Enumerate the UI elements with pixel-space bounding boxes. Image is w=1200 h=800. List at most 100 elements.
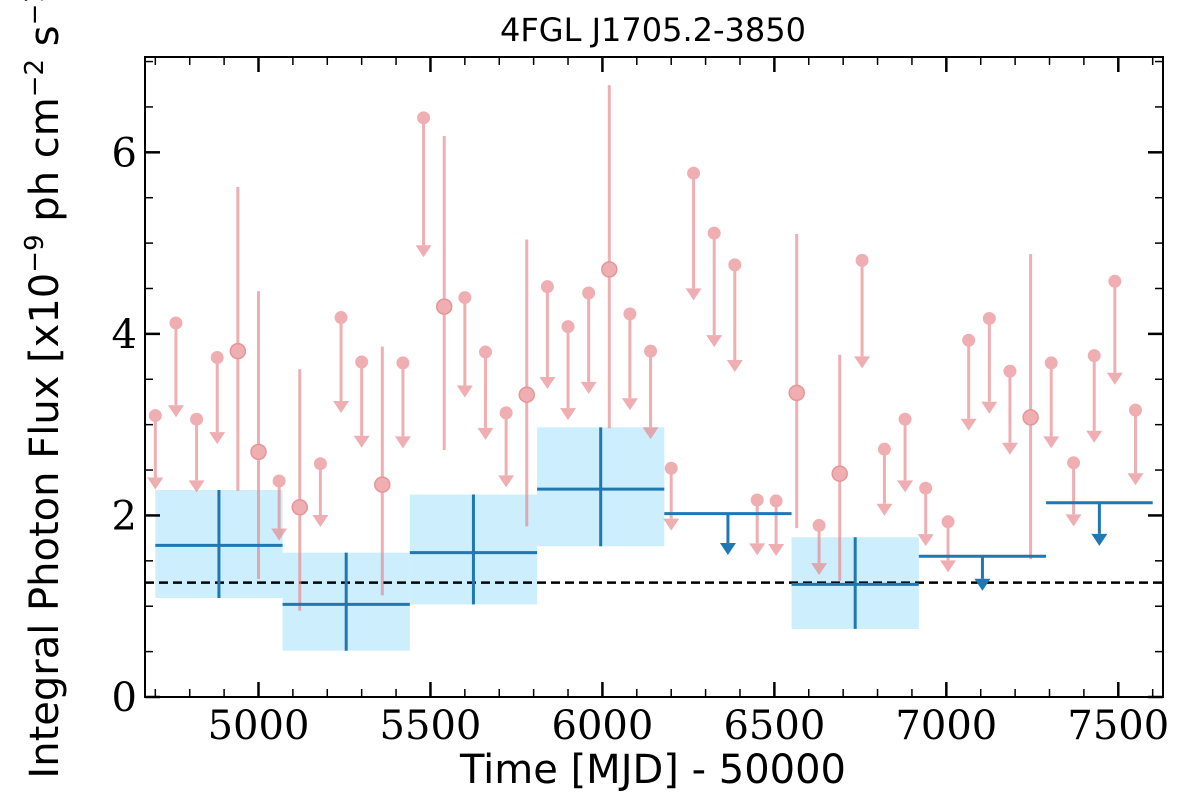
fine-bin-ul-arrow-23	[621, 398, 638, 411]
fine-bin-marker-37	[919, 481, 933, 495]
fine-bin-point-21	[580, 286, 597, 394]
fine-bin-ul-arrow-37	[917, 534, 934, 547]
fine-bin-ul-arrow-10	[353, 435, 370, 448]
fine-bin-ul-arrow-3	[209, 432, 226, 445]
y-axis-title: Integral Photon Flux [x10−9 ph cm−2 s−1]	[20, 0, 68, 779]
fine-bin-marker-29	[750, 493, 764, 507]
fine-bin-point-26	[685, 166, 702, 301]
fine-bin-marker-36	[898, 412, 912, 426]
coarse-bin-3	[537, 427, 665, 547]
fine-bin-marker-32	[812, 518, 826, 532]
fine-bin-marker-26	[687, 166, 701, 180]
coarse-bin-7	[1046, 501, 1153, 546]
fine-bin-point-28	[726, 258, 743, 372]
coarse-bin-bands	[155, 427, 919, 651]
fine-bin-ul-arrow-35	[876, 503, 893, 516]
fine-bin-marker-43	[1044, 356, 1058, 370]
fine-bin-point-0	[147, 409, 164, 490]
fine-bin-point-47	[1127, 403, 1144, 486]
y-tick-label-1: 2	[112, 493, 137, 539]
fine-bin-marker-44	[1067, 456, 1081, 470]
plot-frame	[144, 56, 1164, 698]
fine-bin-marker-16	[478, 345, 492, 359]
x-tick-label-3: 6500	[723, 703, 825, 749]
fine-bin-point-39	[960, 333, 977, 431]
coarse-bin-ul-arrow-6	[974, 578, 991, 591]
fine-bin-point-18	[518, 239, 535, 527]
fine-bin-point-38	[940, 515, 957, 573]
fine-bin-marker-40	[982, 311, 996, 325]
fine-bin-point-43	[1043, 356, 1060, 449]
fine-bin-marker-45	[1087, 349, 1101, 363]
fine-bin-point-25	[663, 461, 680, 531]
fine-bin-ul-arrow-43	[1043, 436, 1060, 449]
coarse-bin-series	[155, 427, 1153, 651]
fine-bin-point-12	[394, 356, 411, 449]
fine-bin-ul-arrow-38	[940, 560, 957, 573]
fine-bin-point-42	[1022, 253, 1039, 560]
x-tick-label-4: 7000	[895, 703, 997, 749]
y-axis-title-part-5: −1	[20, 0, 50, 25]
fine-bin-marker-24	[644, 344, 658, 358]
fine-bin-marker-23	[623, 307, 637, 321]
fine-bin-marker-19	[540, 280, 554, 294]
fine-bin-point-41	[1001, 364, 1018, 455]
fine-bin-marker-12	[396, 356, 410, 370]
fine-bin-point-20	[560, 320, 577, 421]
fine-bin-ul-arrow-6	[271, 528, 288, 541]
fine-bin-ul-arrow-27	[706, 335, 723, 348]
fine-bin-ul-arrow-25	[663, 518, 680, 531]
coarse-bin-4	[664, 512, 792, 555]
fine-bin-marker-21	[582, 286, 596, 300]
fine-bin-point-32	[811, 518, 828, 576]
y-axis-title-part-2: ph cm	[22, 97, 68, 234]
coarse-bin-2	[409, 494, 538, 605]
fine-bin-marker-34	[855, 253, 869, 267]
fine-bin-ul-arrow-41	[1001, 442, 1018, 455]
fine-bin-ul-arrow-0	[147, 477, 164, 490]
fine-bin-ul-arrow-20	[560, 408, 577, 421]
coarse-bin-5	[791, 537, 919, 629]
coarse-bin-ul-arrow-4	[719, 542, 736, 555]
fine-bin-marker-22	[601, 261, 618, 278]
fine-bin-marker-14	[435, 298, 453, 315]
fine-bin-marker-6	[272, 474, 286, 488]
fine-bin-ul-arrow-1	[167, 405, 184, 418]
fine-bin-marker-25	[664, 461, 678, 475]
fine-bin-point-17	[498, 406, 515, 488]
fine-bin-point-31	[788, 234, 805, 529]
fine-bin-marker-33	[831, 465, 848, 482]
fine-bin-point-16	[477, 345, 494, 440]
y-tick-label-2: 4	[112, 312, 137, 358]
fine-bin-ul-arrow-2	[188, 480, 205, 493]
fine-bin-point-46	[1106, 274, 1123, 385]
fine-bin-point-34	[854, 253, 871, 369]
fine-bin-point-3	[209, 350, 226, 445]
fine-bin-point-10	[353, 355, 370, 448]
x-axis-title: Time [MJD] - 50000	[459, 747, 846, 793]
coarse-bin-ul-arrow-7	[1091, 533, 1108, 546]
fine-bin-ul-arrow-26	[685, 288, 702, 301]
fine-bin-marker-15	[458, 291, 472, 305]
fine-bin-ul-arrow-9	[333, 401, 350, 414]
fine-bin-point-33	[831, 354, 848, 581]
fine-bin-point-14	[435, 135, 453, 451]
fine-bin-ul-arrow-13	[415, 245, 432, 258]
fine-bin-marker-0	[148, 409, 162, 423]
fine-bin-marker-31	[788, 384, 805, 402]
fine-bin-marker-3	[210, 350, 224, 364]
fine-bin-point-13	[415, 111, 432, 258]
fine-bin-ul-arrow-34	[854, 356, 871, 369]
fine-bin-point-24	[642, 344, 659, 440]
fine-bin-point-7	[291, 369, 309, 611]
fine-bin-marker-39	[962, 333, 976, 347]
y-axis-title-part-1: −9	[20, 234, 50, 272]
fine-bin-marker-17	[499, 406, 513, 420]
fine-bin-marker-35	[877, 442, 891, 456]
fine-bin-ul-arrow-44	[1065, 514, 1082, 527]
fine-bin-ul-arrow-36	[897, 480, 914, 493]
fine-bin-point-27	[706, 226, 723, 348]
coarse-bin-1	[282, 552, 410, 651]
fine-bin-marker-10	[355, 355, 369, 369]
fine-bin-ul-arrow-21	[580, 381, 597, 394]
